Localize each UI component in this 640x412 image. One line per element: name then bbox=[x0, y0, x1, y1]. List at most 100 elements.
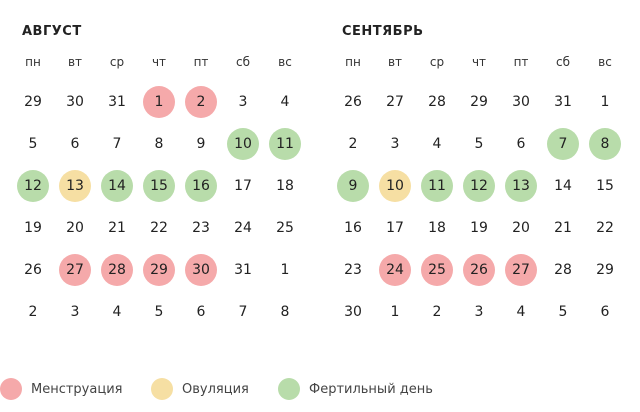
calendar-day[interactable]: 8 bbox=[138, 123, 180, 165]
menstruation-day[interactable]: 30 bbox=[180, 249, 222, 291]
calendar-day[interactable]: 31 bbox=[222, 249, 264, 291]
calendar-day[interactable]: 20 bbox=[500, 207, 542, 249]
day-number: 2 bbox=[348, 136, 358, 152]
calendar-day[interactable]: 29 bbox=[458, 81, 500, 123]
menstruation-day[interactable]: 2 bbox=[180, 81, 222, 123]
calendar-day[interactable]: 29 bbox=[12, 81, 54, 123]
calendar-day[interactable]: 17 bbox=[374, 207, 416, 249]
fertile-day[interactable]: 8 bbox=[584, 123, 626, 165]
calendar-day[interactable]: 19 bbox=[458, 207, 500, 249]
day-number: 10 bbox=[227, 128, 259, 160]
calendar-day[interactable]: 31 bbox=[542, 81, 584, 123]
calendar-day[interactable]: 3 bbox=[54, 291, 96, 333]
calendar-day[interactable]: 2 bbox=[332, 123, 374, 165]
calendar-day[interactable]: 3 bbox=[222, 81, 264, 123]
fertile-day[interactable]: 14 bbox=[96, 165, 138, 207]
calendar-day[interactable]: 1 bbox=[584, 81, 626, 123]
calendar-day[interactable]: 2 bbox=[416, 291, 458, 333]
menstruation-day[interactable]: 29 bbox=[138, 249, 180, 291]
calendar-day[interactable]: 1 bbox=[374, 291, 416, 333]
day-number: 27 bbox=[386, 94, 404, 110]
day-number: 5 bbox=[558, 304, 568, 320]
fertile-day[interactable]: 15 bbox=[138, 165, 180, 207]
fertile-day[interactable]: 9 bbox=[332, 165, 374, 207]
fertile-day[interactable]: 12 bbox=[458, 165, 500, 207]
calendar-day[interactable]: 23 bbox=[332, 249, 374, 291]
day-number: 8 bbox=[280, 304, 290, 320]
ovulation-day[interactable]: 13 bbox=[54, 165, 96, 207]
calendar-day[interactable]: 25 bbox=[264, 207, 306, 249]
calendar-day[interactable]: 16 bbox=[332, 207, 374, 249]
day-number: 4 bbox=[516, 304, 526, 320]
fertile-day[interactable]: 11 bbox=[264, 123, 306, 165]
calendar-day[interactable]: 15 bbox=[584, 165, 626, 207]
calendar-day[interactable]: 21 bbox=[96, 207, 138, 249]
calendar-day[interactable]: 9 bbox=[180, 123, 222, 165]
fertile-day[interactable]: 10 bbox=[222, 123, 264, 165]
fertile-day[interactable]: 12 bbox=[12, 165, 54, 207]
calendar-day[interactable]: 6 bbox=[180, 291, 222, 333]
calendar-day[interactable]: 4 bbox=[416, 123, 458, 165]
menstruation-day[interactable]: 27 bbox=[54, 249, 96, 291]
calendar-day[interactable]: 5 bbox=[138, 291, 180, 333]
day-number: 2 bbox=[185, 86, 217, 118]
calendar-day[interactable]: 7 bbox=[222, 291, 264, 333]
day-number: 1 bbox=[280, 262, 290, 278]
fertile-day[interactable]: 7 bbox=[542, 123, 584, 165]
menstruation-day[interactable]: 25 bbox=[416, 249, 458, 291]
menstruation-day[interactable]: 1 bbox=[138, 81, 180, 123]
calendar-day[interactable]: 6 bbox=[584, 291, 626, 333]
calendar-day[interactable]: 4 bbox=[96, 291, 138, 333]
menstruation-day[interactable]: 26 bbox=[458, 249, 500, 291]
calendar-day[interactable]: 3 bbox=[374, 123, 416, 165]
calendar-day[interactable]: 26 bbox=[332, 81, 374, 123]
calendar-day[interactable]: 29 bbox=[584, 249, 626, 291]
calendar-day[interactable]: 28 bbox=[416, 81, 458, 123]
calendar-day[interactable]: 17 bbox=[222, 165, 264, 207]
calendar-day[interactable]: 18 bbox=[264, 165, 306, 207]
calendar-day[interactable]: 30 bbox=[332, 291, 374, 333]
calendar-day[interactable]: 1 bbox=[264, 249, 306, 291]
calendar-day[interactable]: 23 bbox=[180, 207, 222, 249]
menstruation-day[interactable]: 27 bbox=[500, 249, 542, 291]
calendar-day[interactable]: 31 bbox=[96, 81, 138, 123]
day-number: 1 bbox=[390, 304, 400, 320]
calendar-day[interactable]: 19 bbox=[12, 207, 54, 249]
calendar-day[interactable]: 4 bbox=[500, 291, 542, 333]
ovulation-day[interactable]: 10 bbox=[374, 165, 416, 207]
calendar-day[interactable]: 18 bbox=[416, 207, 458, 249]
day-number: 26 bbox=[463, 254, 495, 286]
menstruation-day[interactable]: 28 bbox=[96, 249, 138, 291]
fertile-day[interactable]: 11 bbox=[416, 165, 458, 207]
calendar-day[interactable]: 4 bbox=[264, 81, 306, 123]
calendar-day[interactable]: 27 bbox=[374, 81, 416, 123]
fertile-day[interactable]: 16 bbox=[180, 165, 222, 207]
day-number: 30 bbox=[185, 254, 217, 286]
calendar-day[interactable]: 22 bbox=[138, 207, 180, 249]
weekday-label: чт bbox=[151, 55, 167, 69]
calendar-day[interactable]: 5 bbox=[458, 123, 500, 165]
calendar-day[interactable]: 30 bbox=[500, 81, 542, 123]
calendar-day[interactable]: 8 bbox=[264, 291, 306, 333]
calendar-day[interactable]: 6 bbox=[500, 123, 542, 165]
calendar-day[interactable]: 5 bbox=[12, 123, 54, 165]
fertile-day[interactable]: 13 bbox=[500, 165, 542, 207]
day-number: 31 bbox=[554, 94, 572, 110]
calendar-day[interactable]: 24 bbox=[222, 207, 264, 249]
day-number: 30 bbox=[344, 304, 362, 320]
calendar-day[interactable]: 7 bbox=[96, 123, 138, 165]
menstruation-day[interactable]: 24 bbox=[374, 249, 416, 291]
calendar-day[interactable]: 22 bbox=[584, 207, 626, 249]
calendar-day[interactable]: 3 bbox=[458, 291, 500, 333]
calendar-day[interactable]: 21 bbox=[542, 207, 584, 249]
day-number: 21 bbox=[108, 220, 126, 236]
calendar-day[interactable]: 5 bbox=[542, 291, 584, 333]
calendar-day[interactable]: 28 bbox=[542, 249, 584, 291]
calendar-day[interactable]: 14 bbox=[542, 165, 584, 207]
calendar-day[interactable]: 2 bbox=[12, 291, 54, 333]
day-number: 27 bbox=[59, 254, 91, 286]
calendar-day[interactable]: 26 bbox=[12, 249, 54, 291]
calendar-day[interactable]: 6 bbox=[54, 123, 96, 165]
calendar-day[interactable]: 20 bbox=[54, 207, 96, 249]
calendar-day[interactable]: 30 bbox=[54, 81, 96, 123]
